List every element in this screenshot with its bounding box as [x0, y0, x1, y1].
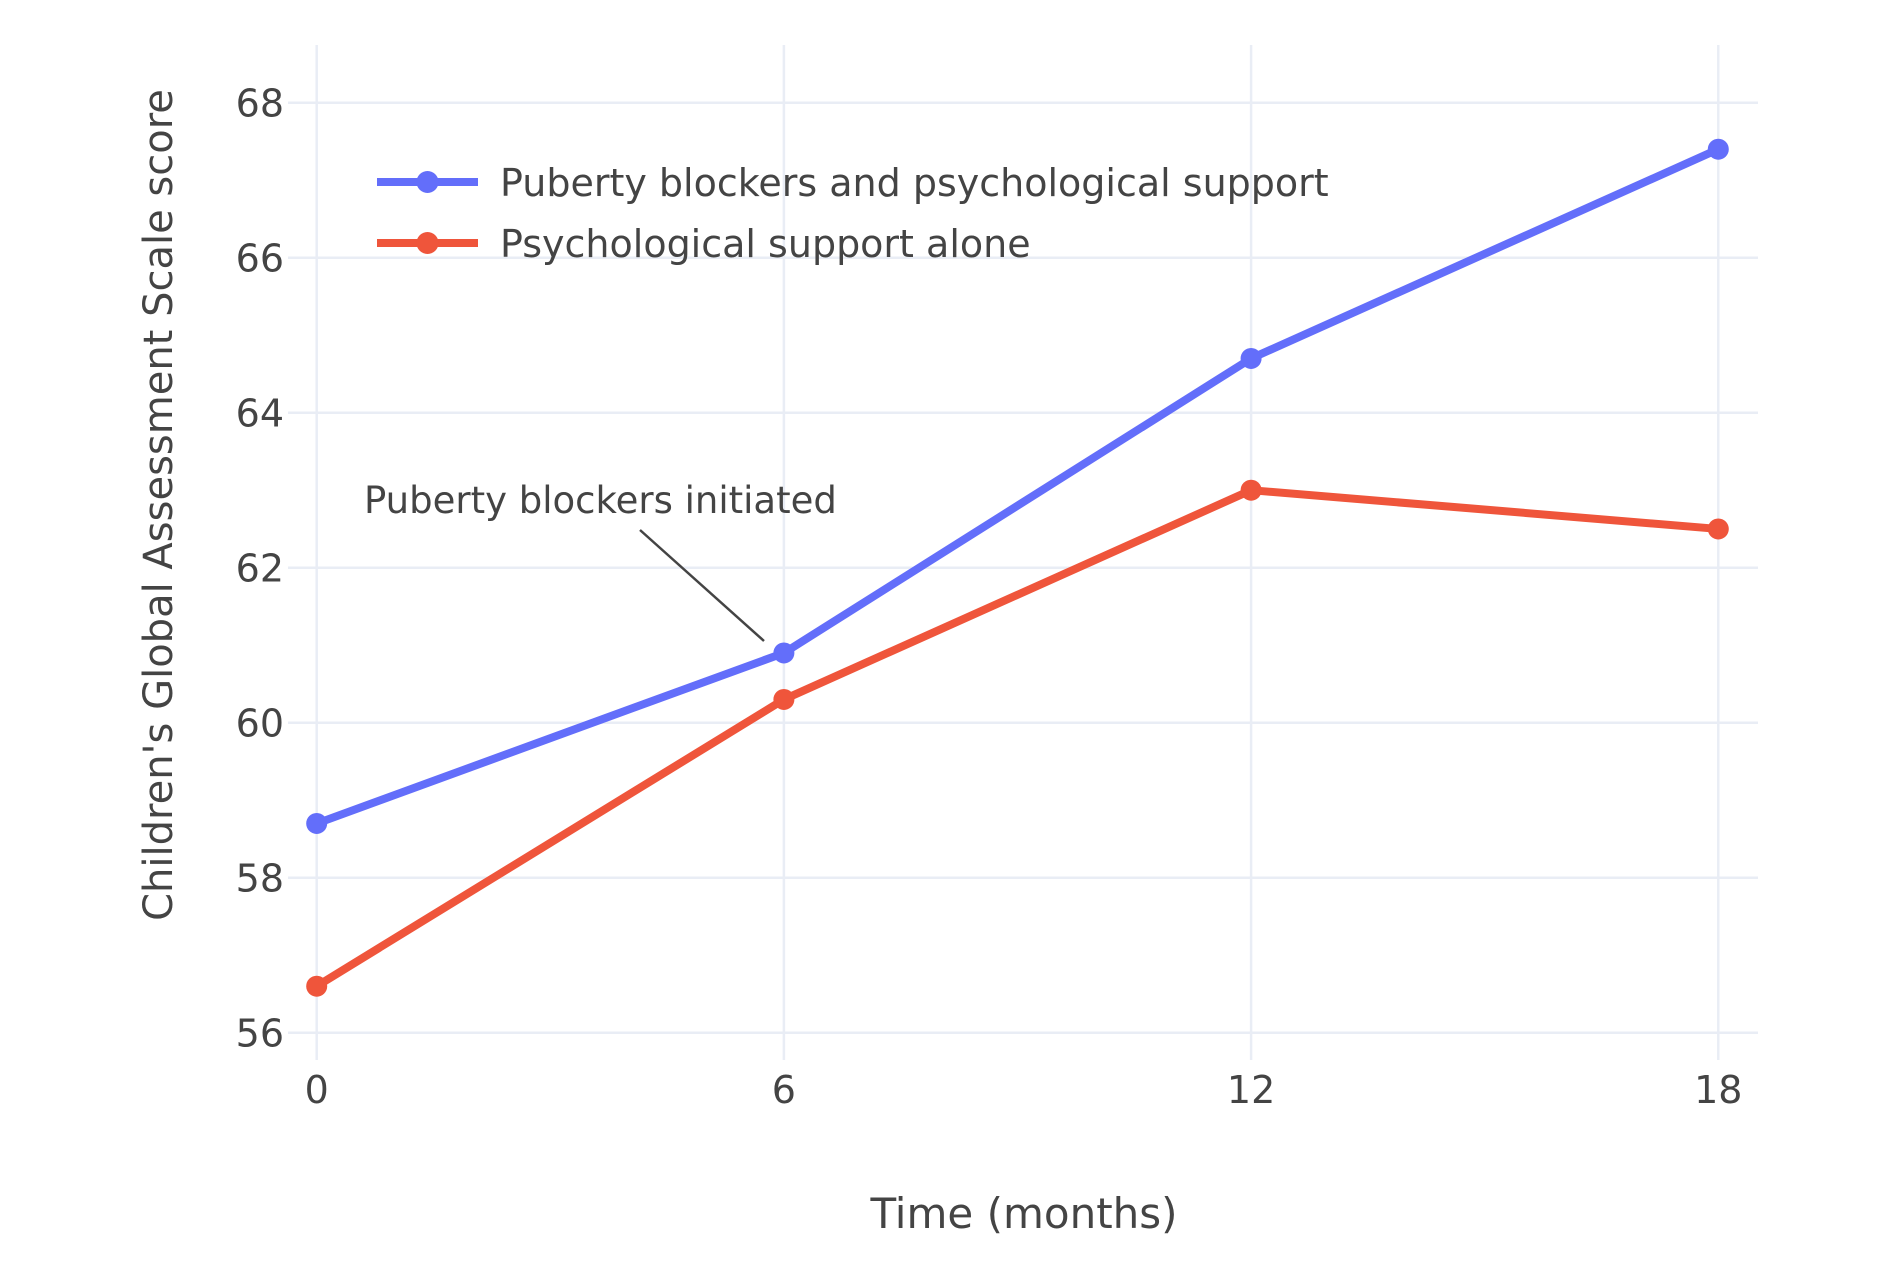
series-layer — [306, 138, 1729, 997]
y-tick-labels: 56 58 60 62 64 66 68 — [236, 82, 284, 1056]
legend-item-1[interactable]: Psychological support alone — [377, 222, 1031, 266]
y-tick-label-62: 62 — [236, 547, 284, 591]
data-point-series1-x0[interactable] — [306, 975, 328, 997]
data-point-series0-x18[interactable] — [1707, 138, 1729, 160]
data-point-series1-x12[interactable] — [1240, 479, 1262, 501]
data-point-series1-x18[interactable] — [1707, 518, 1729, 540]
y-tick-label-68: 68 — [236, 82, 284, 126]
x-axis-title: Time (months) — [869, 1189, 1177, 1238]
y-tick-label-66: 66 — [236, 237, 284, 281]
y-axis-title: Children's Global Assessment Scale score — [136, 89, 182, 921]
x-tick-label-0: 0 — [305, 1068, 329, 1112]
annotation-text: Puberty blockers initiated — [364, 479, 837, 522]
legend-label-0: Puberty blockers and psychological suppo… — [500, 161, 1329, 205]
x-tick-label-18: 18 — [1694, 1068, 1742, 1112]
gridlines — [288, 45, 1758, 1060]
y-tick-label-64: 64 — [236, 392, 284, 436]
legend-item-0[interactable]: Puberty blockers and psychological suppo… — [377, 161, 1329, 205]
data-point-series0-x12[interactable] — [1240, 347, 1262, 369]
series-line-0 — [312, 145, 1723, 828]
x-tick-label-12: 12 — [1227, 1068, 1275, 1112]
annotation: Puberty blockers initiated — [364, 479, 837, 642]
y-tick-label-60: 60 — [236, 702, 284, 746]
data-point-series1-x6[interactable] — [773, 688, 795, 710]
data-point-series0-x0[interactable] — [306, 812, 328, 834]
x-tick-label-6: 6 — [772, 1068, 796, 1112]
legend-marker-1 — [416, 232, 439, 254]
legend-marker-0 — [416, 171, 439, 193]
y-tick-label-56: 56 — [236, 1012, 284, 1056]
legend: Puberty blockers and psychological suppo… — [377, 161, 1329, 266]
annotation-pointer-line — [639, 529, 765, 642]
y-tick-label-58: 58 — [236, 857, 284, 901]
series-line-1 — [312, 486, 1723, 991]
x-tick-labels: 0 6 12 18 — [305, 1068, 1743, 1112]
legend-label-1: Psychological support alone — [500, 222, 1031, 266]
data-point-series0-x6[interactable] — [773, 642, 795, 664]
